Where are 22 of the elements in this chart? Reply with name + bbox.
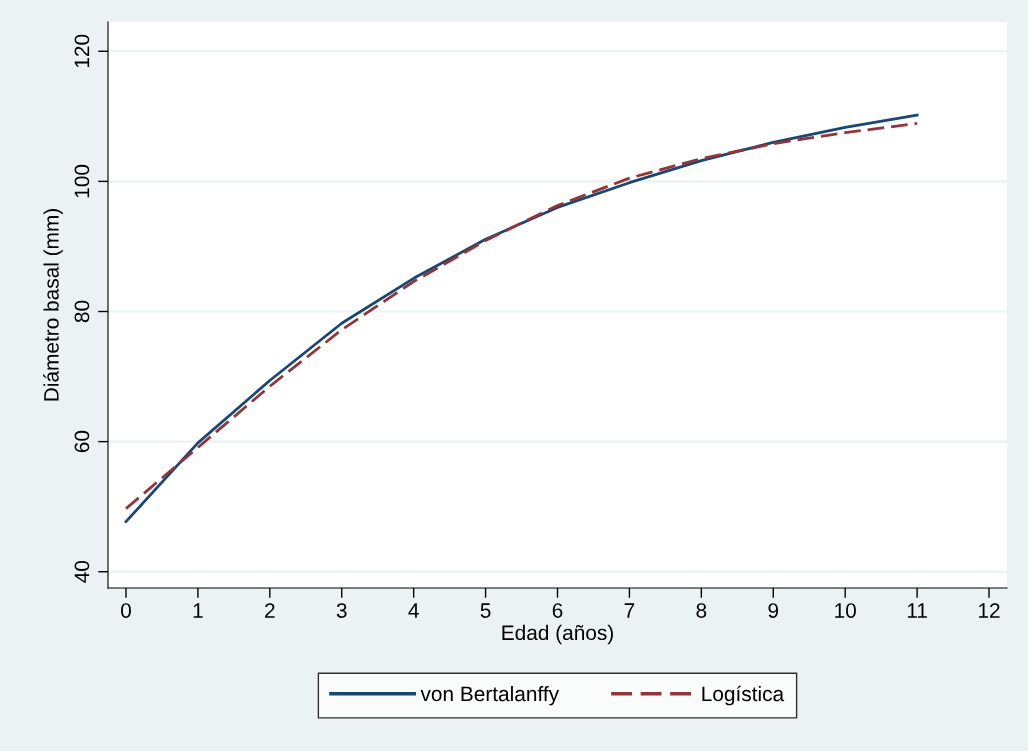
x-tick-label: 4 xyxy=(408,603,419,618)
y-tick-label: 60 xyxy=(74,430,90,453)
y-axis-title: Diámetro basal (mm) xyxy=(43,209,63,401)
x-tick-label: 10 xyxy=(835,603,856,618)
x-tick-label: 6 xyxy=(552,603,563,618)
x-axis-title: Edad (años) xyxy=(502,624,613,645)
x-tick-label: 2 xyxy=(265,603,275,618)
x-tick-label: 1 xyxy=(193,603,203,618)
x-tick-label: 12 xyxy=(979,603,1000,618)
legend-label: Logística xyxy=(702,685,785,706)
x-tick-label: 7 xyxy=(624,603,635,618)
y-tick-label: 120 xyxy=(74,34,90,68)
x-tick-label: 0 xyxy=(121,603,131,618)
x-tick-label: 11 xyxy=(907,603,927,618)
legend-label: von Bertalanffy xyxy=(420,685,560,706)
y-tick-label: 80 xyxy=(74,300,90,323)
x-tick-label: 9 xyxy=(768,603,779,618)
y-tick-label: 40 xyxy=(74,560,90,583)
x-tick-label: 3 xyxy=(336,603,347,618)
x-tick-label: 8 xyxy=(696,603,707,618)
y-tick-label: 100 xyxy=(74,164,90,198)
x-tick-label: 5 xyxy=(480,603,491,618)
